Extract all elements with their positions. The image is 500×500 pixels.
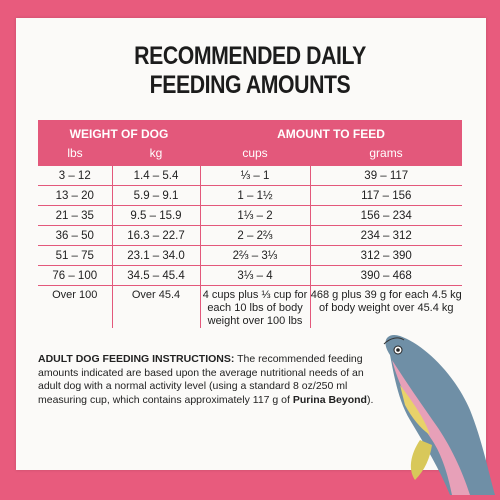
table-cell: 3⅓ – 4 [200, 265, 311, 286]
table-cell: 5.9 – 9.1 [112, 185, 201, 206]
table-row: 51 – 75 23.1 – 34.0 2⅔ – 3⅓ 312 – 390 [38, 245, 463, 266]
table-cell: 3 – 12 [38, 166, 113, 186]
table-row: 36 – 50 16.3 – 22.7 2 – 2⅔ 234 – 312 [38, 225, 463, 246]
group-header: WEIGHT OF DOG [69, 127, 169, 141]
table-cell: 39 – 117 [310, 166, 463, 186]
table-header: WEIGHT OF DOG AMOUNT TO FEED lbs kg cups gr… [38, 120, 463, 166]
column-header: lbs [67, 146, 83, 160]
instructions-text: The recommended feeding amounts indicate… [38, 353, 364, 406]
brand: Purina Beyond [292, 393, 367, 406]
table-cell: 312 – 390 [310, 245, 463, 266]
table-row: 21 – 35 9.5 – 15.9 1⅓ – 2 156 – 234 [38, 205, 463, 226]
group-header: AMOUNT TO FEED [277, 127, 385, 141]
table-cell: 468 g plus 39 g for each 4.5 kg of body … [310, 289, 462, 314]
fish-illustration [383, 334, 495, 495]
table-cell: 36 – 50 [38, 225, 113, 246]
title-line: RECOMMENDED DAILY [134, 42, 366, 70]
table-cell: 2⅔ – 3⅓ [200, 245, 311, 266]
table-cell: 1.4 – 5.4 [112, 166, 201, 186]
table-cell: 51 – 75 [38, 245, 113, 266]
table-cell: 21 – 35 [38, 205, 113, 226]
table-cell: 2 – 2⅔ [200, 225, 311, 246]
table-row: 76 – 100 34.5 – 45.4 3⅓ – 4 390 – 468 [38, 265, 463, 286]
table-cell: Over 45.4 [112, 285, 201, 328]
fish-stripe [392, 360, 470, 495]
group-header-row: WEIGHT OF DOG AMOUNT TO FEED [38, 120, 463, 144]
table-cell: 390 – 468 [310, 265, 463, 286]
table-cell: 76 – 100 [38, 265, 113, 286]
column-header-row: lbs kg cups grams [38, 144, 463, 166]
table-cell: 1⅓ – 2 [200, 205, 311, 226]
table-cell: 117 – 156 [310, 185, 463, 206]
fish-body [385, 334, 495, 495]
instructions: ADULT DOG FEEDING INSTRUCTIONS: The reco… [38, 353, 383, 407]
instructions-label: ADULT DOG FEEDING INSTRUCTIONS: [38, 353, 235, 365]
table-cell: 1 – 1½ [200, 185, 311, 206]
table-cell: Over 100 [38, 285, 113, 328]
fish-mouth [383, 337, 405, 345]
table-row: 3 – 12 1.4 – 5.4 ⅓ – 1 39 – 117 [38, 166, 463, 186]
table-cell: 34.5 – 45.4 [112, 265, 201, 286]
table-cell: 9.5 – 15.9 [112, 205, 201, 226]
title: RECOMMENDED DAILY FEEDING AMOUNTS [38, 42, 463, 100]
table-row: Over 100 Over 45.4 4 cups plus ⅓ cup for e… [38, 285, 462, 328]
table-body: 3 – 12 1.4 – 5.4 ⅓ – 1 39 – 117 13 – 20 5.9 –… [38, 166, 463, 328]
feeding-table: WEIGHT OF DOG AMOUNT TO FEED lbs kg cups gr… [38, 120, 463, 328]
column-header: cups [242, 146, 268, 160]
column-header: grams [369, 146, 403, 160]
title-line: FEEDING AMOUNTS [149, 71, 351, 99]
instructions-end: ). [366, 393, 374, 406]
fish-pupil [396, 348, 400, 352]
table-cell: ⅓ – 1 [200, 166, 311, 186]
table-cell: 23.1 – 34.0 [112, 245, 201, 266]
table-cell: 156 – 234 [310, 205, 463, 226]
table-row: 13 – 20 5.9 – 9.1 1 – 1½ 117 – 156 [38, 185, 463, 206]
fish-fin [400, 385, 430, 435]
table-cell: 13 – 20 [38, 185, 113, 206]
fish-fin [410, 440, 432, 480]
table-cell: 234 – 312 [310, 225, 463, 246]
column-header: kg [149, 146, 163, 160]
table-cell: 4 cups plus ⅓ cup for each 10 lbs of bod… [200, 285, 311, 328]
table-cell: 16.3 – 22.7 [112, 225, 201, 246]
